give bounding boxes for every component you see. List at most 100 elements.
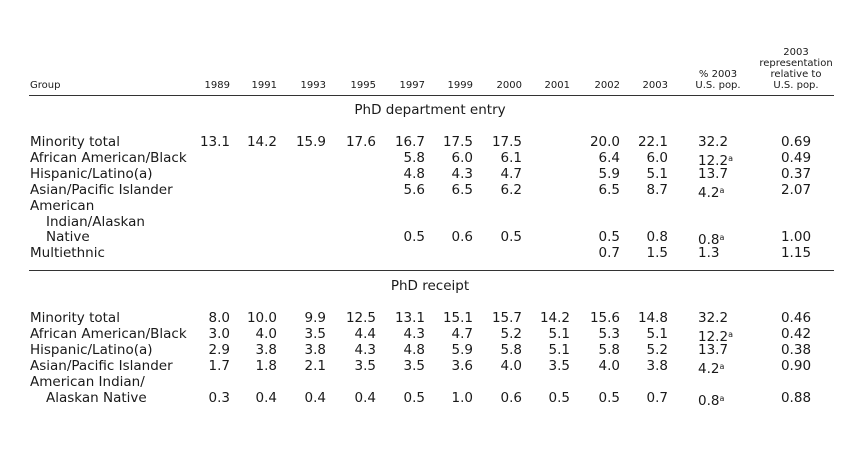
pct-cell: 0.8a xyxy=(698,230,724,248)
pct-value: 0.8 xyxy=(698,232,720,248)
table-cell: 3.0 xyxy=(208,326,230,342)
table-cell: 5.9 xyxy=(451,342,473,358)
representation-cell: 0.90 xyxy=(780,358,812,374)
table-cell: 2.1 xyxy=(304,358,326,374)
table-cell: 5.1 xyxy=(548,342,570,358)
table-cell: 4.7 xyxy=(451,326,473,342)
representation-cell: 0.38 xyxy=(780,342,812,358)
table-cell: 4.4 xyxy=(354,326,376,342)
table-cell: 1.7 xyxy=(208,358,230,374)
table-cell: 3.5 xyxy=(304,326,326,342)
header-year: 1991 xyxy=(251,80,277,91)
row-group-label: African American/Black xyxy=(30,326,187,342)
table-cell: 6.0 xyxy=(646,150,668,166)
table-cell: 6.0 xyxy=(451,150,473,166)
table-cell: 13.1 xyxy=(394,310,425,326)
table-cell: 0.7 xyxy=(598,245,620,261)
table-cell: 17.6 xyxy=(345,134,376,150)
pct-value: 1.3 xyxy=(698,245,720,261)
table-cell: 4.3 xyxy=(451,166,473,182)
pct-cell: 12.2a xyxy=(698,327,733,345)
header-year: 1993 xyxy=(300,80,326,91)
table-cell: 5.2 xyxy=(500,326,522,342)
table-cell: 12.5 xyxy=(345,310,376,326)
table-cell: 5.2 xyxy=(646,342,668,358)
pct-value: 13.7 xyxy=(698,166,729,182)
row-group-label: Minority total xyxy=(30,310,120,326)
table-cell: 8.7 xyxy=(646,182,668,198)
row-group-label: Hispanic/Latino(a) xyxy=(30,166,153,182)
table-cell: 17.5 xyxy=(491,134,522,150)
header-year: 1989 xyxy=(204,80,230,91)
row-group-label: Native xyxy=(46,229,90,245)
table-cell: 14.8 xyxy=(637,310,668,326)
table-cell: 1.5 xyxy=(646,245,668,261)
table-cell: 1.0 xyxy=(451,389,473,406)
table-cell: 6.5 xyxy=(451,182,473,198)
table-cell: 5.1 xyxy=(548,326,570,342)
table-cell: 4.3 xyxy=(354,342,376,358)
header-rep-rep-line1: 2003 xyxy=(783,47,809,58)
pct-cell: 4.2a xyxy=(698,359,724,377)
table-cell: 3.8 xyxy=(304,342,326,358)
representation-cell: 0.42 xyxy=(780,326,812,342)
representation-cell: 1.15 xyxy=(780,245,812,261)
representation-cell: 2.07 xyxy=(780,182,812,198)
table-cell: 0.5 xyxy=(403,389,425,406)
footnote-marker: a xyxy=(728,330,733,339)
row-group-label: American xyxy=(30,198,95,214)
table-cell: 0.5 xyxy=(500,229,522,245)
header-year: 2003 xyxy=(642,80,668,91)
table-cell: 20.0 xyxy=(589,134,620,150)
pct-cell: 0.8a xyxy=(698,391,724,409)
table-cell: 4.3 xyxy=(403,326,425,342)
representation-cell: 0.49 xyxy=(780,150,812,166)
table-cell: 0.5 xyxy=(548,389,570,406)
table-cell: 4.8 xyxy=(403,166,425,182)
table-cell: 0.5 xyxy=(598,229,620,245)
table-cell: 15.9 xyxy=(295,134,326,150)
pct-value: 0.8 xyxy=(698,392,720,409)
section-title: PhD department entry xyxy=(354,102,506,118)
pct-cell: 12.2a xyxy=(698,151,733,169)
pct-value: 12.2 xyxy=(698,153,729,169)
table-cell: 0.5 xyxy=(598,389,620,406)
header-rep-rep-line2: representation xyxy=(759,58,833,69)
header-year: 2000 xyxy=(496,80,522,91)
table-cell: 6.5 xyxy=(598,182,620,198)
row-group-label: Alaskan Native xyxy=(46,389,147,406)
pct-value: 4.2 xyxy=(698,361,720,377)
table-cell: 3.6 xyxy=(451,358,473,374)
table-cell: 15.1 xyxy=(442,310,473,326)
table-cell: 0.7 xyxy=(646,389,668,406)
pct-value: 12.2 xyxy=(698,329,729,345)
table-cell: 9.9 xyxy=(304,310,326,326)
table-cell: 3.8 xyxy=(255,342,277,358)
table-cell: 3.5 xyxy=(548,358,570,374)
representation-cell: 0.69 xyxy=(780,134,812,150)
table-cell: 3.8 xyxy=(646,358,668,374)
table-cell: 5.9 xyxy=(598,166,620,182)
row-group-label: Multiethnic xyxy=(30,245,105,261)
row-group-label: Asian/Pacific Islander xyxy=(30,358,173,374)
header-year: 2002 xyxy=(594,80,620,91)
table-cell: 4.7 xyxy=(500,166,522,182)
footnote-marker: a xyxy=(719,233,725,242)
table-cell: 8.0 xyxy=(208,310,230,326)
pct-cell: 32.2 xyxy=(698,311,728,326)
table-cell: 5.3 xyxy=(598,326,620,342)
table-cell: 16.7 xyxy=(394,134,425,150)
table-cell: 14.2 xyxy=(246,134,277,150)
header-year: 1997 xyxy=(399,80,425,91)
footnote-marker: a xyxy=(719,393,725,403)
section-rule xyxy=(29,270,834,271)
table-cell: 2.9 xyxy=(208,342,230,358)
table-cell: 4.8 xyxy=(403,342,425,358)
footnote-marker: a xyxy=(719,362,725,371)
table-cell: 15.7 xyxy=(491,310,522,326)
pct-value: 4.2 xyxy=(698,185,720,201)
table-cell: 3.5 xyxy=(354,358,376,374)
table-cell: 0.6 xyxy=(451,229,473,245)
table-cell: 6.4 xyxy=(598,150,620,166)
representation-cell: 1.00 xyxy=(780,229,812,245)
